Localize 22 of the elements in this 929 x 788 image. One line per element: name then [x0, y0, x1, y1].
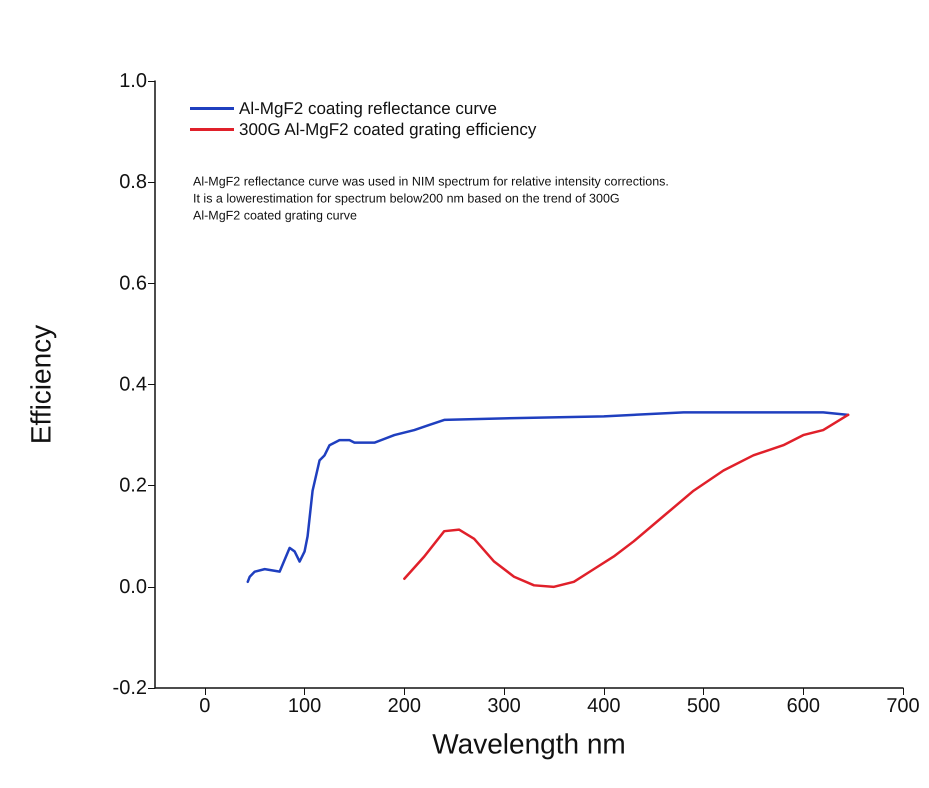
y-tick-label: 0.6 — [119, 272, 147, 294]
x-axis-title: Wavelength nm — [432, 728, 626, 760]
x-tick-label: 400 — [587, 695, 620, 717]
y-tick-label: -0.2 — [112, 677, 147, 699]
line-series — [403, 414, 850, 588]
x-tick-label: 600 — [786, 695, 820, 717]
y-tick-label: 0.0 — [119, 576, 147, 598]
legend-label: 300G Al-MgF2 coated grating efficiency — [239, 120, 537, 139]
annotation: Al-MgF2 reflectance curve was used in NIM spectrum for relative intensity corrections. It is a lowerestimation for spectrum below200 nm based on the trend of 300G Al-MgF2 coated grating curve — [193, 174, 669, 222]
x-tick-label: 0 — [199, 695, 210, 717]
y-tick-label: 1.0 — [119, 70, 147, 92]
legend-label: Al-MgF2 coating reflectance curve — [239, 99, 497, 118]
y-tick-label: 0.8 — [119, 171, 147, 194]
x-tick-label: 500 — [686, 695, 720, 717]
line-series — [246, 411, 850, 584]
x-tick-label: 100 — [288, 695, 322, 717]
y-axis-title: Efficiency — [26, 324, 56, 444]
x-tick-label: 700 — [886, 695, 920, 717]
y-tick-label: 0.2 — [119, 474, 147, 497]
x-tick-label: 200 — [388, 695, 422, 717]
x-tick-label: 300 — [487, 695, 521, 717]
y-tick-label: 0.4 — [119, 374, 147, 396]
